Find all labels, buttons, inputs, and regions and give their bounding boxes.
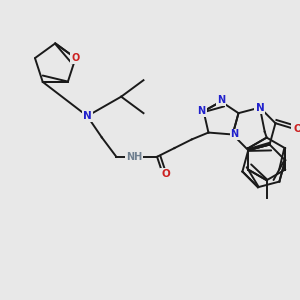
Text: N: N: [83, 111, 92, 121]
Text: O: O: [293, 124, 300, 134]
Text: N: N: [198, 106, 206, 116]
Text: NH: NH: [126, 152, 142, 162]
Text: N: N: [256, 103, 264, 112]
Text: N: N: [231, 130, 239, 140]
Text: O: O: [71, 53, 80, 63]
Text: O: O: [161, 169, 170, 179]
Text: N: N: [217, 94, 225, 105]
